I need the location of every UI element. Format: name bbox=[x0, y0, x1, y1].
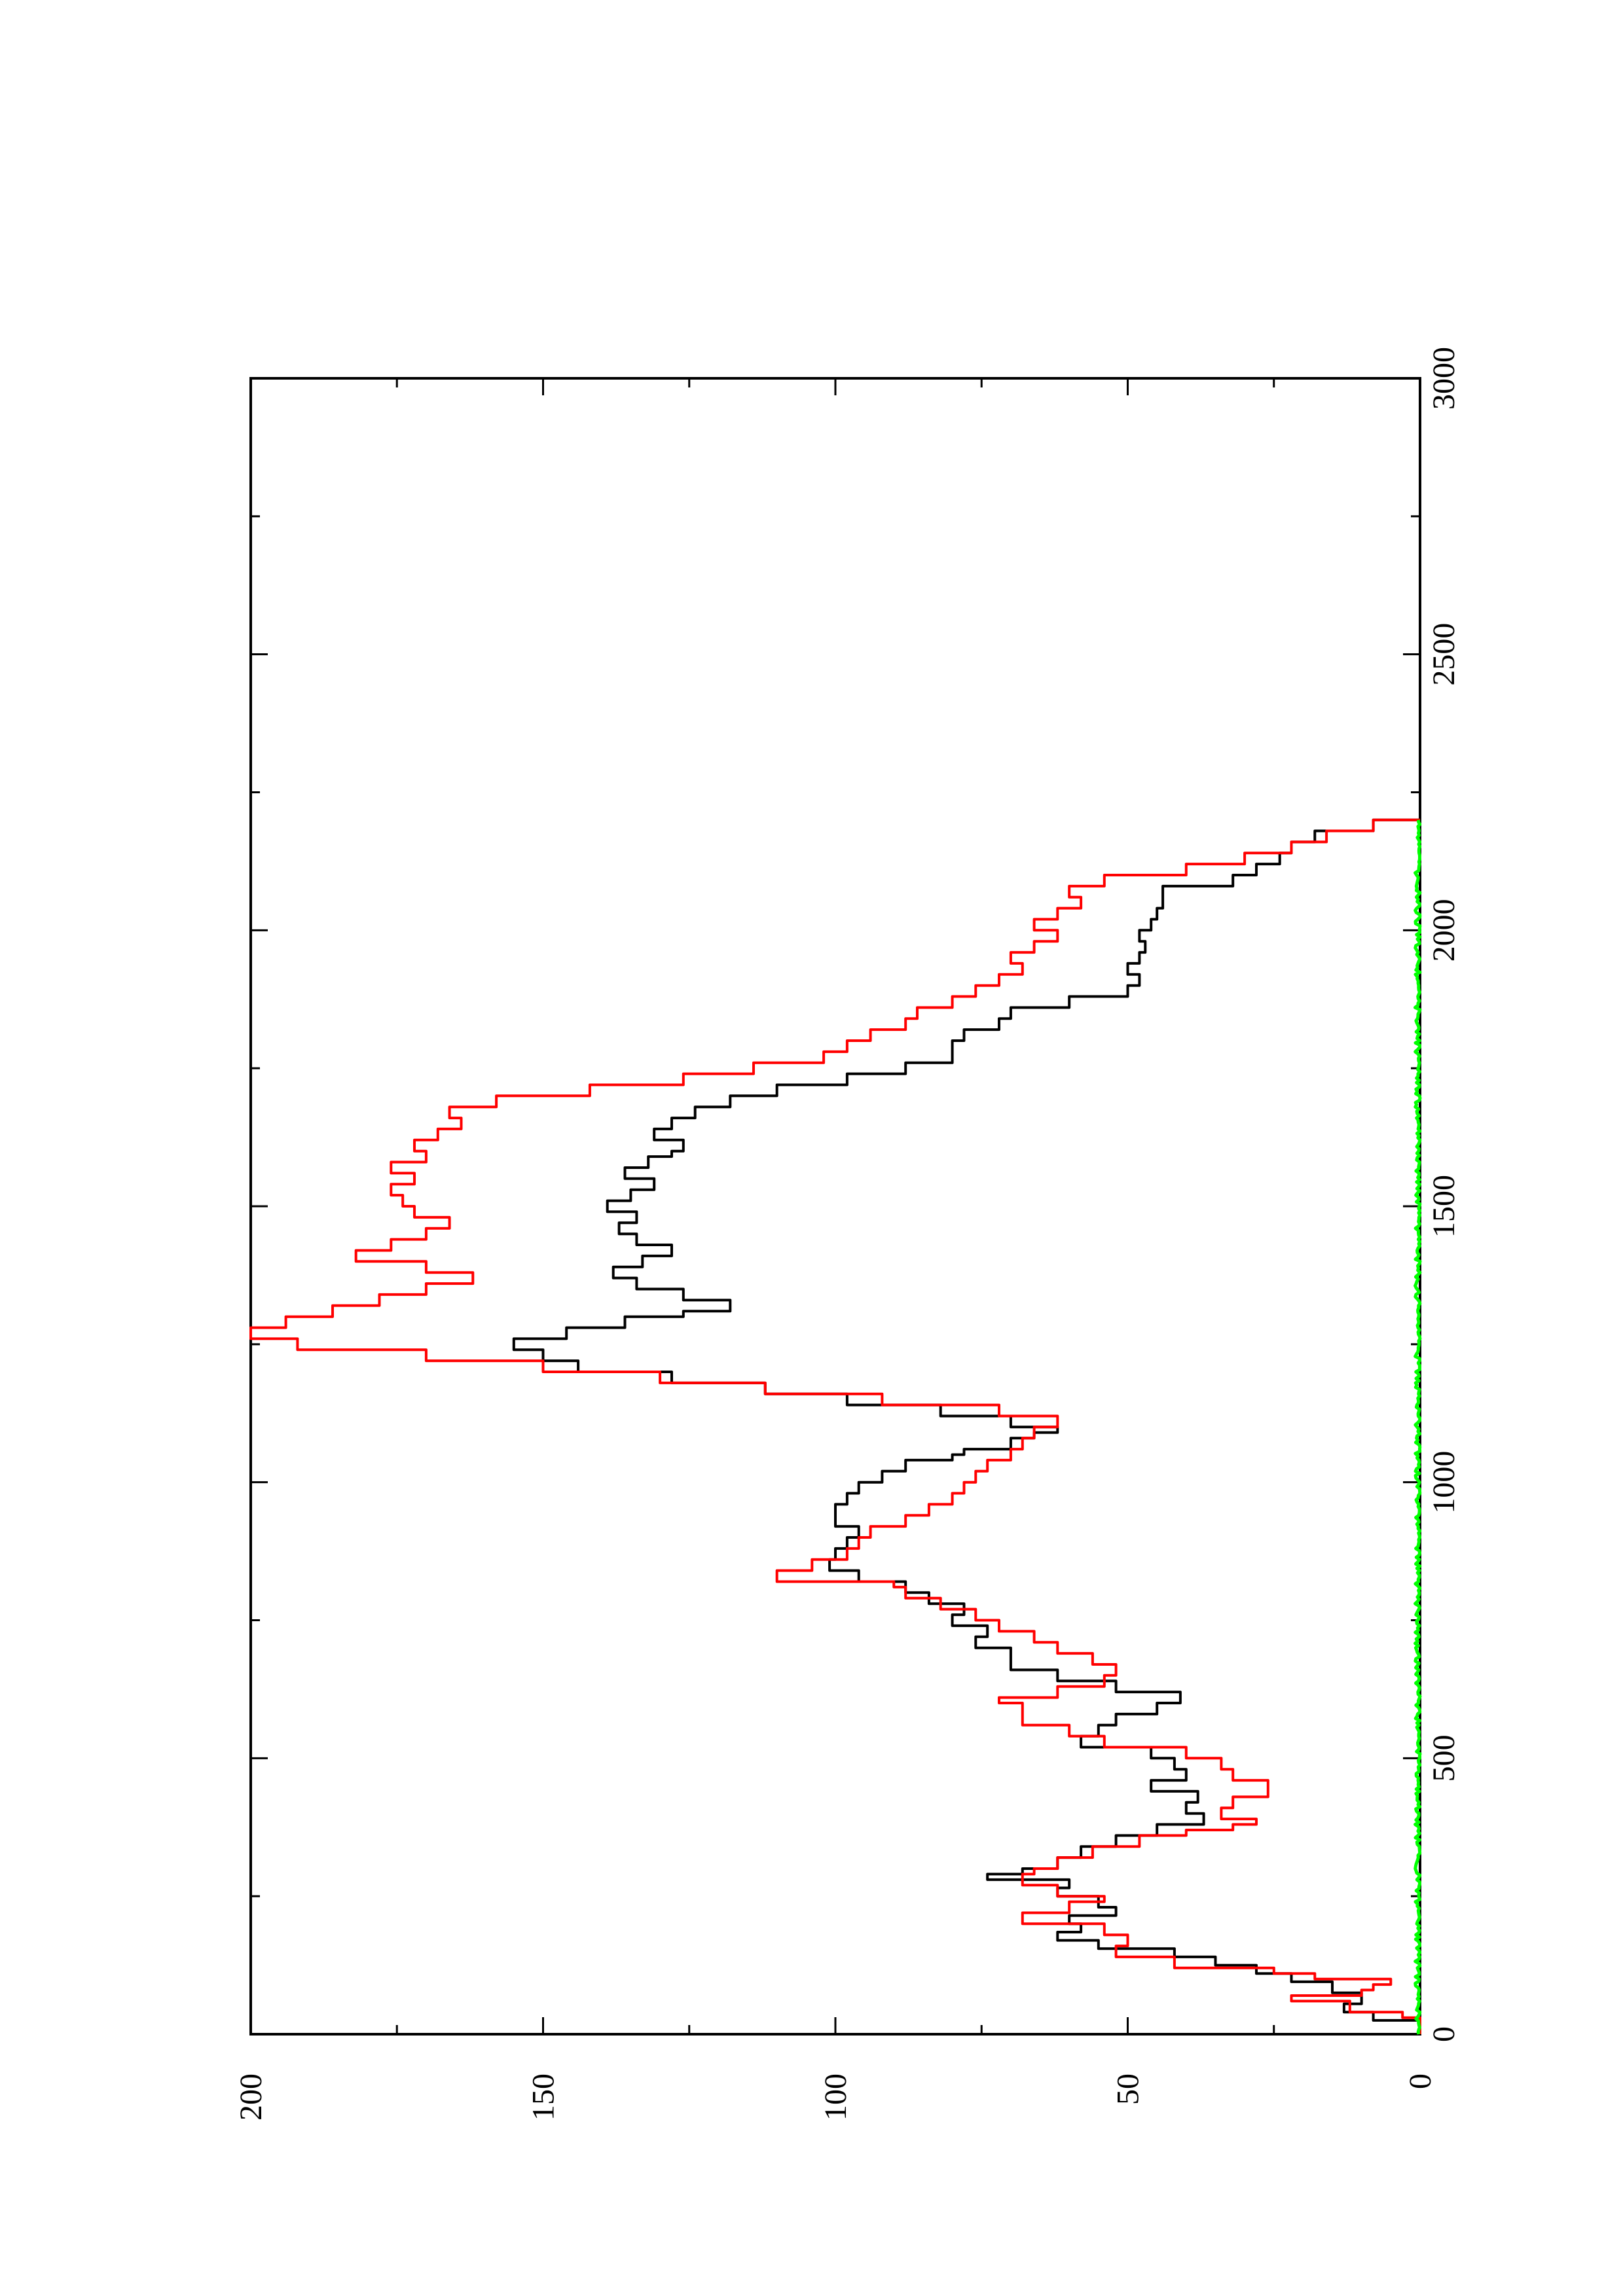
x-tick-label: 3000 bbox=[1427, 347, 1461, 410]
x-tick-label: 500 bbox=[1427, 1734, 1461, 1782]
series-line-3 bbox=[1413, 819, 1422, 2035]
x-tick-label: 2000 bbox=[1427, 899, 1461, 961]
y-tick-label: 0 bbox=[1403, 2073, 1438, 2089]
x-tick-label: 1500 bbox=[1427, 1175, 1461, 1238]
plot-area: 0 500 1000 1500 2000 2500 3000 0 50 100 150 200 bbox=[234, 347, 1461, 2121]
series-line-1 bbox=[512, 818, 1421, 2034]
x-tick-label: 0 bbox=[1427, 2026, 1461, 2042]
x-tick-label: 1000 bbox=[1427, 1451, 1461, 1514]
y-tick-label: 200 bbox=[234, 2073, 268, 2121]
y-tick-label: 100 bbox=[818, 2073, 853, 2121]
plot-frame bbox=[249, 377, 1421, 2036]
x-tick-label: 2500 bbox=[1427, 623, 1461, 686]
y-tick-label: 150 bbox=[526, 2073, 561, 2121]
y-tick-label: 50 bbox=[1111, 2073, 1146, 2105]
series-line-2 bbox=[249, 818, 1421, 2034]
